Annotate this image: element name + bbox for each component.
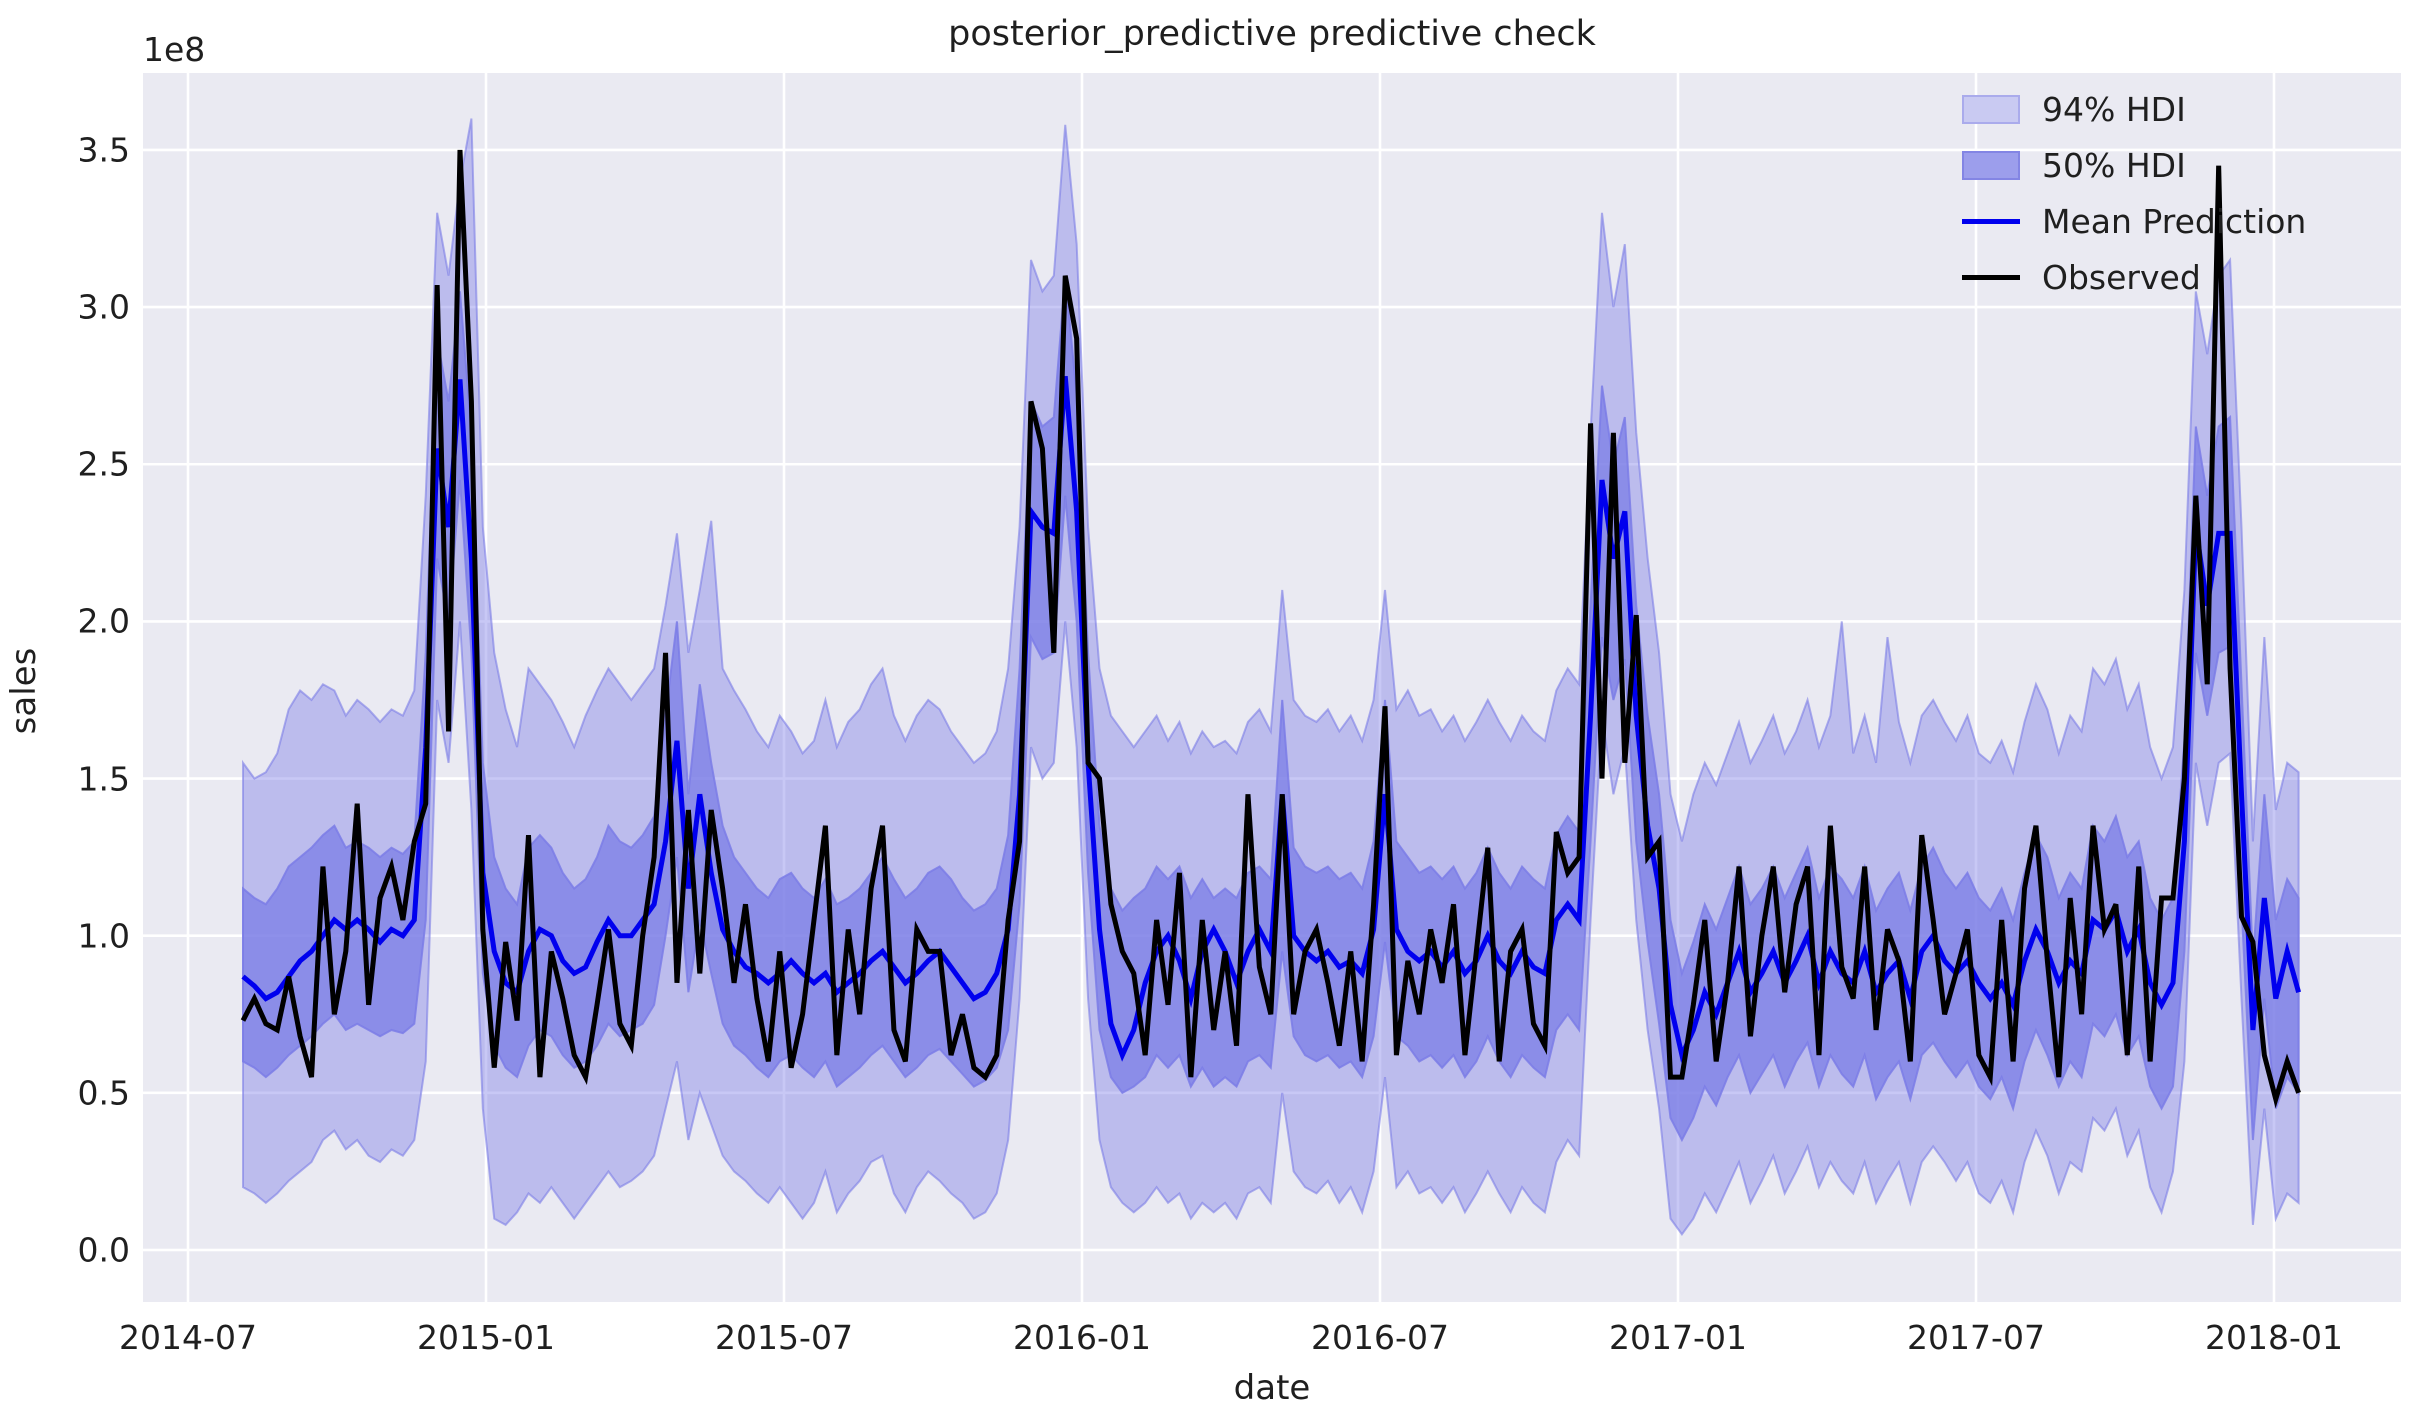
legend-label: Mean Prediction	[2042, 201, 2307, 241]
y-tick-label: 1.0	[77, 916, 130, 956]
y-axis-label: sales	[4, 647, 44, 735]
observed-line	[240, 149, 2301, 1109]
x-tick-label: 2016-01	[1013, 1318, 1151, 1357]
legend-label: 50% HDI	[2042, 145, 2186, 185]
chart-title: posterior_predictive predictive check	[948, 14, 1596, 54]
hdi-94-swatch-icon	[1962, 94, 2020, 124]
x-tick-label: 2015-01	[417, 1318, 555, 1357]
legend: 94% HDI 50% HDI Mean Prediction Observed	[1962, 88, 2306, 298]
y-axis-offset-label: 1e8	[143, 30, 206, 69]
legend-label: 94% HDI	[2042, 89, 2186, 129]
mean-prediction-line-icon	[1962, 218, 2020, 224]
y-tick-label: 3.0	[77, 287, 130, 327]
legend-item-observed: Observed	[1962, 256, 2306, 298]
plot-series	[240, 118, 2302, 1236]
legend-item-mean-prediction: Mean Prediction	[1962, 200, 2306, 242]
y-tick-label: 0.5	[77, 1073, 130, 1113]
x-tick-label: 2017-07	[1907, 1318, 2045, 1357]
y-tick-label: 3.5	[77, 130, 130, 170]
x-tick-label: 2018-01	[2205, 1318, 2343, 1357]
y-tick-label: 1.5	[77, 759, 130, 799]
x-tick-label: 2015-07	[715, 1318, 853, 1357]
legend-label: Observed	[2042, 257, 2201, 297]
y-tick-label: 0.0	[77, 1230, 130, 1270]
x-tick-label: 2014-07	[119, 1318, 257, 1357]
x-tick-label: 2016-07	[1311, 1318, 1449, 1357]
observed-line-icon	[1962, 274, 2020, 280]
x-axis-label: date	[1233, 1368, 1311, 1408]
y-tick-label: 2.5	[77, 444, 130, 484]
hdi-50-swatch-icon	[1962, 150, 2020, 180]
x-tick-label: 2017-01	[1609, 1318, 1747, 1357]
legend-item-94-hdi: 94% HDI	[1962, 88, 2306, 130]
axes-background	[143, 73, 2401, 1302]
y-tick-label: 2.0	[77, 601, 130, 641]
legend-item-50-hdi: 50% HDI	[1962, 144, 2306, 186]
